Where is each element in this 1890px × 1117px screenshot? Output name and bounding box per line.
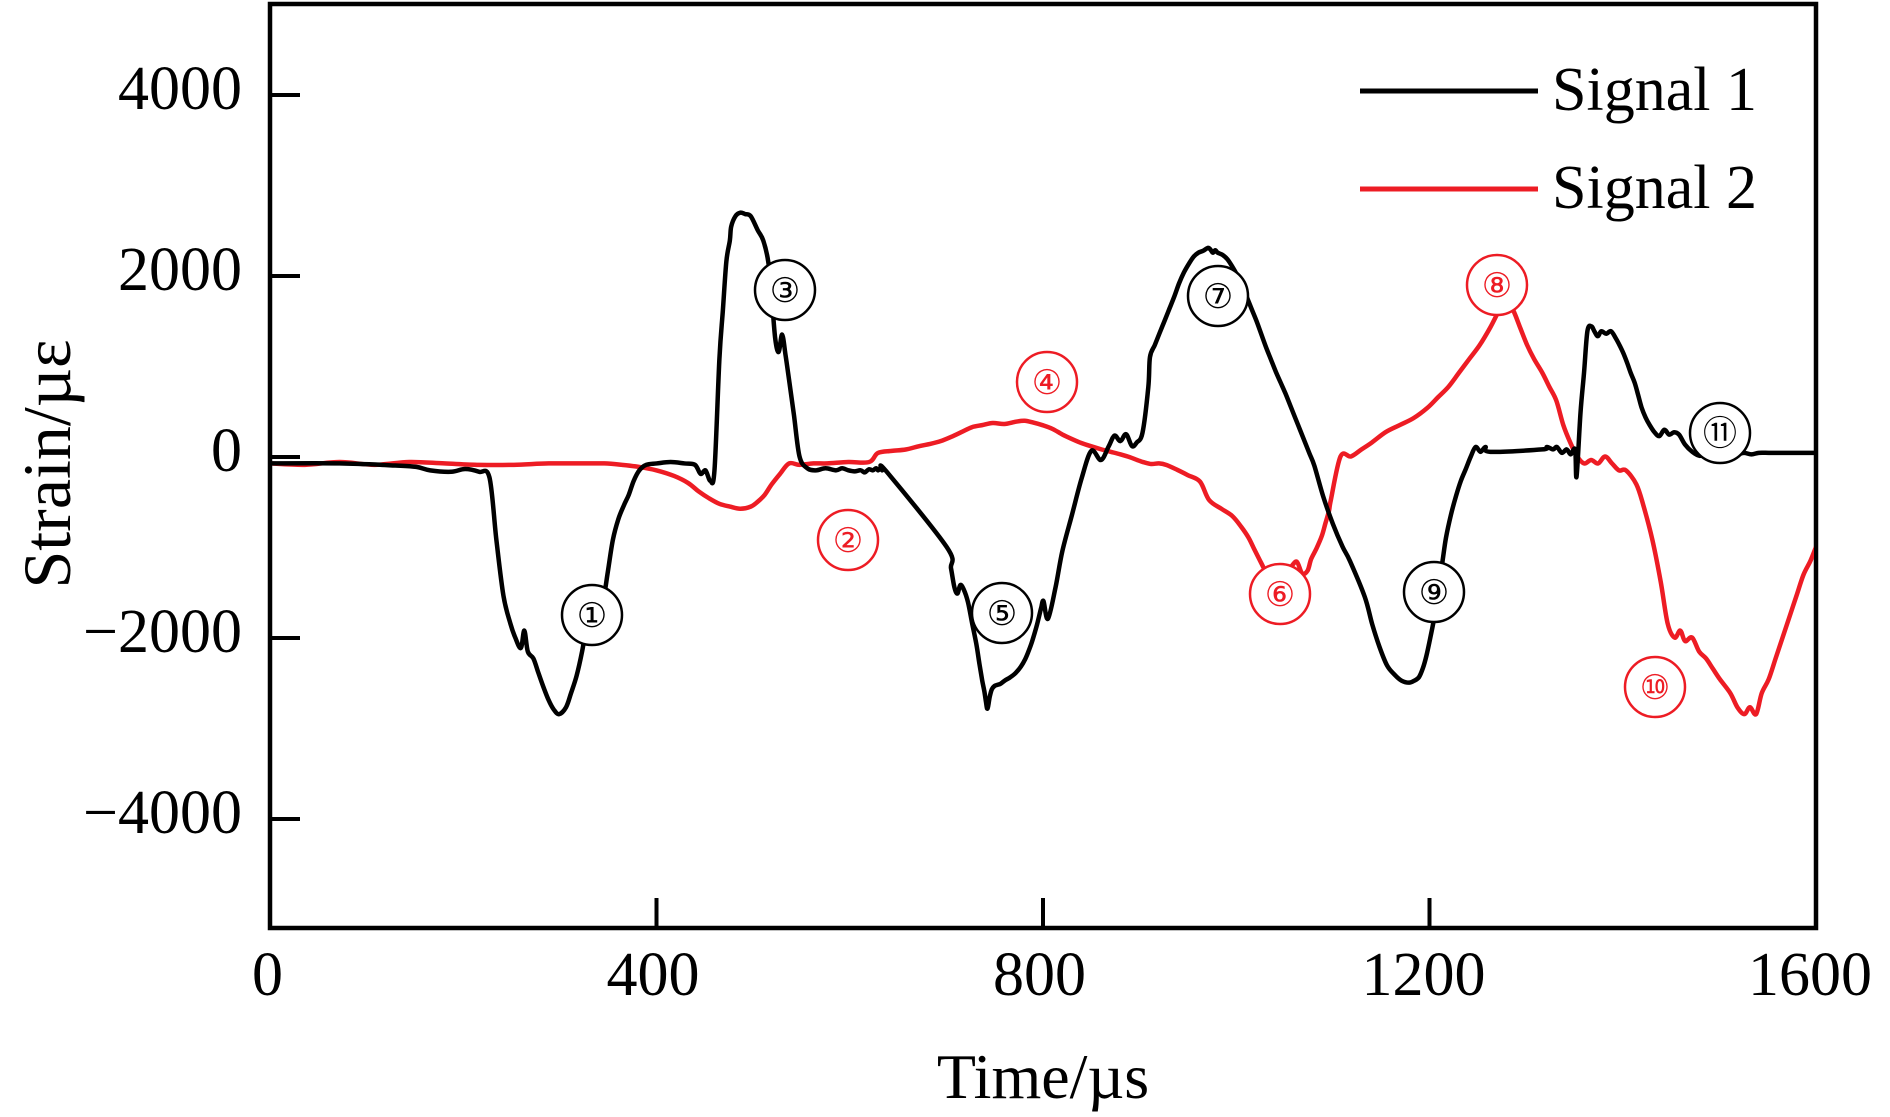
- svg-text:②: ②: [833, 523, 863, 560]
- svg-text:①: ①: [577, 598, 607, 635]
- svg-text:⑪: ⑪: [1703, 415, 1737, 453]
- svg-text:④: ④: [1032, 365, 1062, 402]
- svg-text:③: ③: [770, 273, 800, 310]
- svg-text:⑥: ⑥: [1265, 577, 1295, 614]
- svg-text:⑦: ⑦: [1203, 279, 1233, 316]
- svg-text:⑩: ⑩: [1640, 670, 1670, 707]
- svg-text:⑨: ⑨: [1419, 575, 1449, 612]
- svg-text:⑤: ⑤: [987, 596, 1017, 633]
- svg-text:⑧: ⑧: [1482, 268, 1512, 305]
